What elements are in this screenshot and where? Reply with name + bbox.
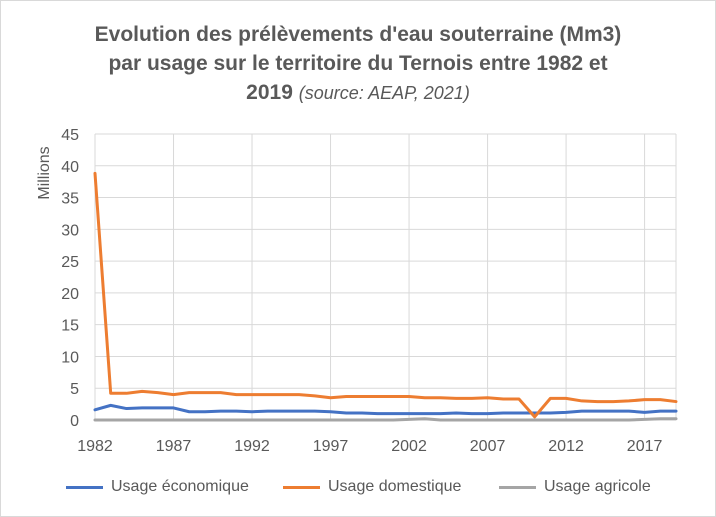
x-tick-label: 2012 — [548, 438, 584, 455]
series-line-domestique — [93, 171, 678, 419]
legend-swatch-domestique — [283, 485, 320, 489]
legend-item-economique: Usage économique — [66, 476, 249, 498]
chart-title-source: (source: AEAP, 2021) — [298, 83, 470, 103]
x-tick-label: 2002 — [391, 438, 427, 455]
chart-title-line-2: par usage sur le territoire du Ternois e… — [108, 52, 608, 75]
legend-label-economique: Usage économique — [111, 478, 249, 495]
x-tick-label: 1987 — [156, 438, 192, 455]
x-tick-label: 1992 — [234, 438, 270, 455]
legend-item-agricole: Usage agricole — [499, 476, 651, 498]
legend: Usage économique Usage domestique Usage … — [0, 476, 716, 498]
y-tick-label: 25 — [61, 254, 79, 271]
chart-title-year: 2019 — [246, 81, 293, 104]
y-tick-label: 35 — [61, 191, 79, 208]
series-line-economique — [93, 403, 678, 416]
y-axis-tick-labels: 0 5 10 15 20 25 30 35 40 45 — [61, 127, 79, 430]
y-tick-label: 20 — [61, 286, 79, 303]
legend-label-agricole: Usage agricole — [544, 478, 651, 495]
x-axis-tick-labels: 1982 1987 1992 1997 2002 2007 2012 2017 — [77, 438, 662, 455]
x-tick-label: 2017 — [627, 438, 663, 455]
chart-title: Evolution des prélèvements d'eau souterr… — [0, 20, 716, 108]
series-lines — [93, 171, 678, 422]
y-tick-label: 45 — [61, 127, 79, 144]
y-tick-label: 40 — [61, 159, 79, 176]
chart-title-line-3: 2019 (source: AEAP, 2021) — [0, 78, 716, 108]
chart-title-line-1: Evolution des prélèvements d'eau souterr… — [94, 23, 622, 46]
legend-label-domestique: Usage domestique — [328, 478, 462, 495]
gridlines — [94, 133, 677, 421]
y-tick-label: 15 — [61, 318, 79, 335]
legend-swatch-economique — [66, 485, 103, 489]
legend-item-domestique: Usage domestique — [283, 476, 461, 498]
series-line-agricole — [93, 417, 678, 422]
y-tick-label: 30 — [61, 222, 79, 239]
y-tick-label: 5 — [70, 381, 79, 398]
x-tick-label: 1997 — [313, 438, 349, 455]
legend-swatch-agricole — [499, 485, 536, 489]
y-axis-label: Millions — [36, 146, 53, 199]
y-tick-label: 10 — [61, 349, 79, 366]
x-tick-label: 1982 — [77, 438, 113, 455]
y-tick-label: 0 — [70, 413, 79, 430]
x-tick-label: 2007 — [470, 438, 506, 455]
